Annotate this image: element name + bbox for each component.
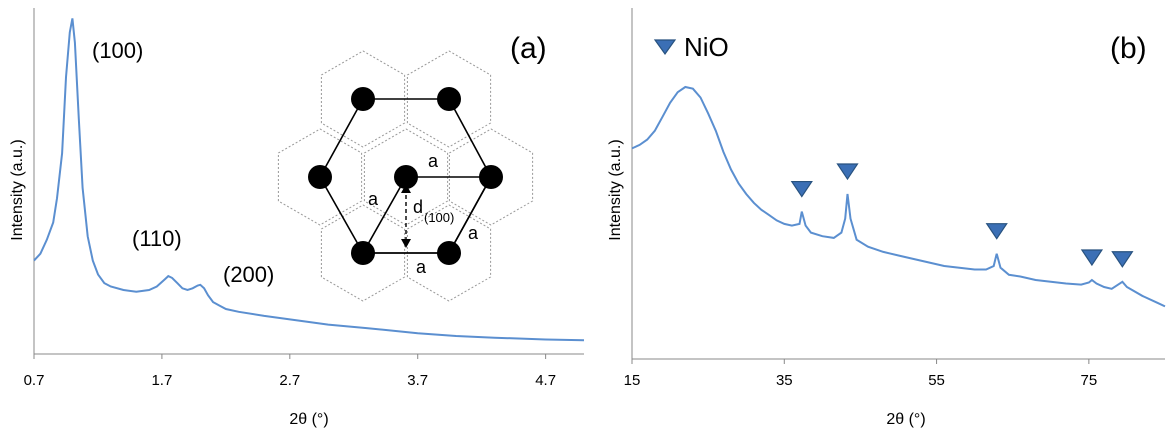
nio-peak-marker	[1111, 251, 1134, 268]
lattice-atom	[437, 87, 461, 111]
lattice-atoms	[308, 87, 503, 265]
panel-b-peak-markers	[790, 163, 1134, 268]
panel-a-tick-label: 1.7	[151, 372, 172, 389]
panel-a-tick-label: 2.7	[279, 372, 300, 389]
panel-a-y-axis-title: Intensity (a.u.)	[9, 139, 26, 240]
panel-a-tick-label: 4.7	[535, 372, 556, 389]
lattice-atom	[351, 87, 375, 111]
lattice-dotted-cell	[448, 128, 534, 226]
panel-a-ticks: 0.7 1.7 2.7 3.7 4.7	[24, 354, 556, 389]
nio-peak-marker	[1080, 249, 1104, 267]
panel-a-tick-label: 3.7	[407, 372, 428, 389]
nio-peak-marker	[790, 180, 813, 198]
panel-b-tick-label: 55	[928, 372, 945, 389]
panel-b-tick-label: 35	[776, 372, 793, 389]
panel-a-label: (a)	[510, 32, 547, 65]
lattice-atom	[308, 165, 332, 189]
lattice-a-label-top: a	[428, 151, 439, 171]
lattice-dotted-cell	[406, 204, 492, 302]
panel-b-y-axis-title: Intensity (a.u.)	[607, 139, 624, 240]
panel-b-tick-label: 15	[624, 372, 641, 389]
panel-a: 0.7 1.7 2.7 3.7 4.7 Intensity (a.u.) 2θ (°) …	[9, 8, 585, 428]
panel-b-x-axis-title: 2θ (°)	[886, 411, 925, 428]
lattice-dotted-cell	[320, 50, 406, 148]
panel-b-label: (b)	[1110, 32, 1147, 65]
lattice-dotted-cell	[406, 50, 492, 148]
panel-b-series-line	[631, 85, 1166, 308]
lattice-dotted-cell	[277, 128, 363, 226]
panel-b: 15 35 55 75 Intensity (a.u.) 2θ (°) (b) NiO	[607, 8, 1166, 428]
panel-a-series-line	[33, 18, 585, 342]
panel-a-tick-label: 0.7	[24, 372, 45, 389]
peak-label-110: (110)	[132, 226, 182, 251]
nio-peak-marker	[985, 223, 1008, 240]
lattice-atom	[351, 241, 375, 265]
peak-label-200: (200)	[223, 262, 274, 287]
panel-b-tick-label: 75	[1081, 372, 1098, 389]
lattice-atom	[437, 241, 461, 265]
legend-nio-label: NiO	[684, 32, 729, 62]
lattice-atom	[394, 165, 418, 189]
lattice-a-label-left: a	[368, 189, 379, 209]
hexagonal-lattice-inset: a a a a d (100)	[277, 50, 534, 302]
nio-peak-marker	[836, 163, 859, 181]
lattice-atom	[479, 165, 503, 189]
panel-b-ticks: 15 35 55 75	[624, 359, 1098, 389]
lattice-dotted-cell	[320, 204, 406, 302]
d100-label: d	[413, 197, 423, 217]
peak-label-100: (100)	[92, 38, 143, 63]
legend-nio-marker	[653, 39, 677, 56]
panel-a-x-axis-title: 2θ (°)	[289, 411, 328, 428]
d100-arrowhead-down	[401, 239, 411, 248]
lattice-a-label-bottom: a	[416, 257, 427, 277]
d100-subscript: (100)	[424, 210, 454, 225]
lattice-a-label-right: a	[468, 223, 479, 243]
